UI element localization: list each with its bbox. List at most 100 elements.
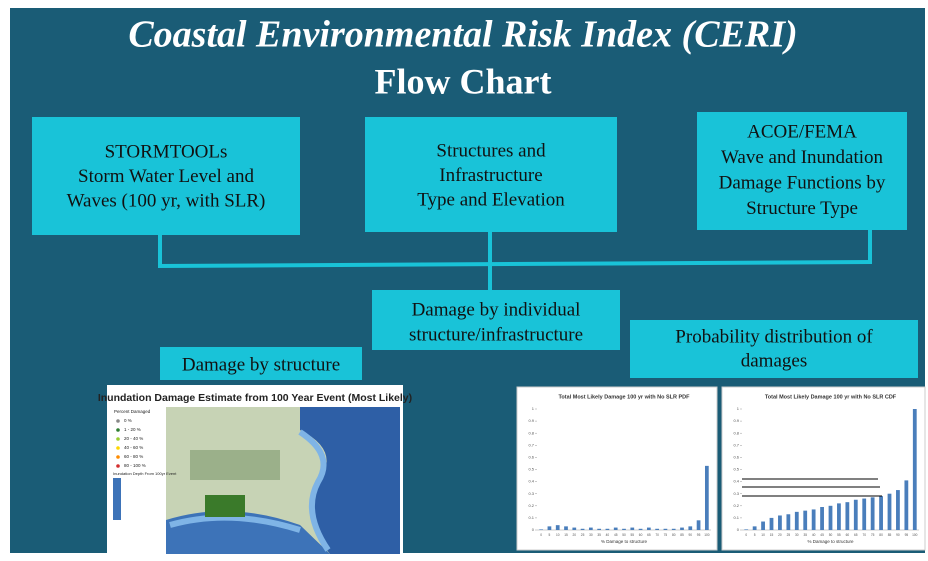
- x-tick-label: 55: [837, 533, 841, 537]
- node-label: Infrastructure: [439, 165, 542, 186]
- x-tick-label: 75: [871, 533, 875, 537]
- chart-frame: [517, 387, 717, 550]
- map-title: Inundation Damage Estimate from 100 Year…: [98, 392, 412, 404]
- bar: [672, 529, 676, 530]
- bar: [744, 529, 748, 530]
- y-tick-label: 0.6: [528, 454, 534, 459]
- x-tick-label: 0: [540, 533, 542, 537]
- bar: [697, 520, 701, 530]
- x-tick-label: 35: [803, 533, 807, 537]
- x-tick-label: 15: [564, 533, 568, 537]
- map-legend-label: 40 - 60 %: [124, 445, 143, 450]
- map-legend-swatch: [116, 419, 120, 423]
- map-legend-label: 1 - 20 %: [124, 427, 141, 432]
- map-legend-swatch: [116, 464, 120, 468]
- map-legend-swatch: [116, 455, 120, 459]
- bar: [556, 525, 560, 530]
- bar: [778, 515, 782, 530]
- map-neighborhood: [190, 450, 280, 480]
- node-label: Structure Type: [746, 198, 858, 219]
- y-tick-label: 0.5: [528, 467, 534, 472]
- node-label: Waves (100 yr, with SLR): [67, 190, 266, 211]
- x-tick-label: 80: [672, 533, 676, 537]
- y-tick-label: 0.4: [733, 479, 739, 484]
- bar: [639, 529, 643, 530]
- y-tick-label: 0.9: [528, 418, 534, 423]
- node-label: Damage Functions by: [719, 172, 886, 193]
- x-tick-label: 0: [745, 533, 747, 537]
- bar: [630, 528, 634, 530]
- bar: [539, 529, 543, 530]
- bar: [854, 500, 858, 530]
- x-axis-label: % Damage to structure: [601, 539, 648, 544]
- x-tick-label: 50: [622, 533, 626, 537]
- bar: [597, 529, 601, 530]
- bar: [589, 528, 593, 530]
- bar: [888, 494, 892, 530]
- slide: Coastal Environmental Risk Index (CERI) …: [0, 0, 928, 561]
- map-legend-label: 80 - 100 %: [124, 463, 146, 468]
- x-tick-label: 70: [655, 533, 659, 537]
- x-tick-label: 65: [854, 533, 858, 537]
- map-legend-swatch: [116, 428, 120, 432]
- x-tick-label: 20: [778, 533, 782, 537]
- y-tick-label: 0.8: [733, 430, 739, 435]
- x-tick-label: 75: [664, 533, 668, 537]
- bar: [812, 509, 816, 530]
- bar: [820, 507, 824, 530]
- flow-node: Probability distribution ofdamages: [630, 320, 918, 378]
- x-tick-label: 45: [820, 533, 824, 537]
- x-tick-label: 10: [556, 533, 560, 537]
- bar: [829, 506, 833, 530]
- node-label: STORMTOOLs: [105, 141, 228, 162]
- x-tick-label: 30: [795, 533, 799, 537]
- node-label: Structures and: [436, 140, 546, 161]
- flow-node: Structures and Infrastructure Type and Ele…: [365, 117, 617, 232]
- x-tick-label: 40: [812, 533, 816, 537]
- bar: [705, 466, 709, 530]
- x-tick-label: 85: [680, 533, 684, 537]
- x-tick-label: 80: [879, 533, 883, 537]
- x-tick-label: 95: [697, 533, 701, 537]
- bar: [770, 518, 774, 530]
- y-tick-label: 0.1: [528, 515, 534, 520]
- bar: [548, 526, 552, 530]
- x-tick-label: 55: [631, 533, 635, 537]
- bar: [688, 526, 692, 530]
- bar: [845, 502, 849, 530]
- x-tick-label: 50: [829, 533, 833, 537]
- y-tick-label: 0.2: [733, 503, 739, 508]
- node-label: Type and Elevation: [417, 189, 565, 210]
- bar: [564, 526, 568, 530]
- map-depth-title: Inundation Depth From 100yr Event: [113, 471, 177, 476]
- y-tick-label: 0.9: [733, 418, 739, 423]
- node-label: damages: [741, 350, 807, 371]
- y-tick-label: 0.3: [733, 491, 739, 496]
- x-tick-label: 100: [704, 533, 710, 537]
- x-tick-label: 5: [754, 533, 756, 537]
- bar: [581, 529, 585, 530]
- y-tick-label: 0.2: [528, 503, 534, 508]
- bar: [913, 409, 917, 530]
- flow-node: Damage by individualstructure/infrastruc…: [372, 290, 620, 350]
- y-tick-label: 0.8: [528, 430, 534, 435]
- bar: [614, 528, 618, 530]
- bar: [761, 522, 765, 530]
- slide-subtitle: Flow Chart: [375, 61, 552, 101]
- bar: [622, 529, 626, 530]
- bar: [647, 528, 651, 530]
- bar: [837, 503, 841, 530]
- x-tick-label: 85: [888, 533, 892, 537]
- bar: [904, 480, 908, 530]
- x-tick-label: 90: [896, 533, 900, 537]
- bar: [655, 529, 659, 530]
- chart-title: Total Most Likely Damage 100 yr with No …: [558, 394, 690, 400]
- node-label: structure/infrastructure: [409, 324, 583, 345]
- x-axis-label: % Damage to structure: [807, 539, 854, 544]
- map-depth-ramp: [113, 478, 121, 520]
- y-tick-label: 0.6: [733, 454, 739, 459]
- y-tick-label: 0.7: [528, 442, 534, 447]
- map-structures: [205, 495, 245, 517]
- y-tick-label: 0.4: [528, 479, 534, 484]
